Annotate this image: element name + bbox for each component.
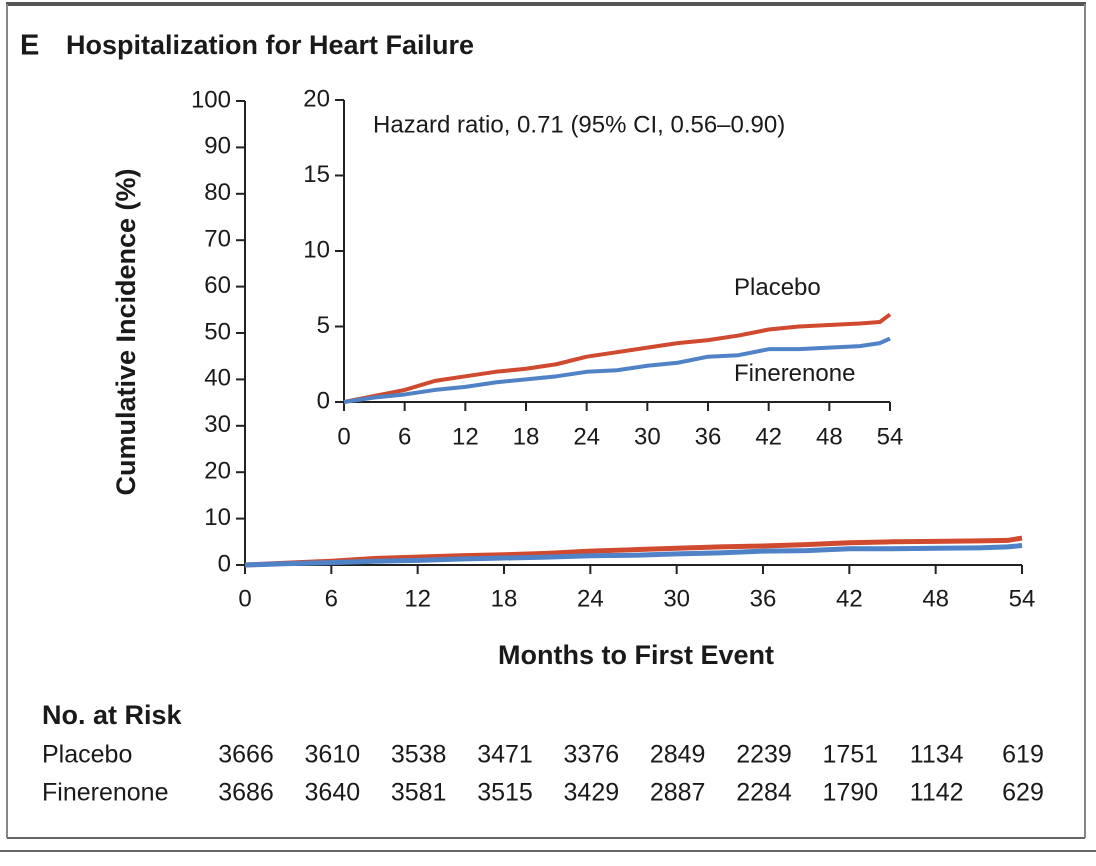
series-line <box>244 543 1023 568</box>
chart-title: Hospitalization for Heart Failure <box>66 30 474 60</box>
y-tick-label: 40 <box>204 365 231 392</box>
risk-row-label: Finerenone <box>42 779 168 807</box>
risk-value: 3429 <box>564 779 620 807</box>
annotation: Hazard ratio, 0.71 (95% CI, 0.56–0.90) <box>373 111 785 138</box>
y-tick-label: 10 <box>303 236 330 263</box>
risk-value: 1134 <box>910 741 964 769</box>
risk-value: 3686 <box>218 779 274 807</box>
risk-value: 629 <box>1002 779 1044 807</box>
y-tick-label: 10 <box>204 504 231 531</box>
x-tick-label: 30 <box>634 423 661 450</box>
x-axis-label: Months to First Event <box>498 640 774 670</box>
y-tick-label: 50 <box>204 318 231 345</box>
panel-label: E <box>20 30 39 62</box>
y-tick-label: 30 <box>204 411 231 438</box>
y-tick-label: 0 <box>317 387 330 414</box>
risk-value: 3515 <box>477 779 533 807</box>
risk-value: 1790 <box>823 779 879 807</box>
x-tick-label: 42 <box>755 423 782 450</box>
x-tick-label: 24 <box>577 585 604 612</box>
x-tick-label: 18 <box>491 585 518 612</box>
x-tick-label: 54 <box>877 423 904 450</box>
x-tick-label: 24 <box>573 423 600 450</box>
risk-row-label: Placebo <box>42 741 132 769</box>
risk-value: 2239 <box>736 741 792 769</box>
risk-title: No. at Risk <box>42 700 183 730</box>
series-line <box>343 336 891 404</box>
x-tick-label: 48 <box>816 423 843 450</box>
x-tick-label: 0 <box>238 585 251 612</box>
risk-value: 3581 <box>391 779 447 807</box>
x-tick-label: 0 <box>337 423 350 450</box>
y-axis-label: Cumulative Incidence (%) <box>111 168 141 495</box>
x-tick-label: 18 <box>513 423 540 450</box>
y-tick-label: 90 <box>204 133 231 160</box>
x-tick-label: 48 <box>922 585 949 612</box>
risk-value: 3666 <box>218 741 274 769</box>
x-tick-label: 12 <box>452 423 479 450</box>
y-tick-label: 70 <box>204 226 231 253</box>
x-tick-label: 36 <box>695 423 722 450</box>
x-tick-label: 30 <box>663 585 690 612</box>
risk-value: 1751 <box>823 741 879 769</box>
x-tick-label: 42 <box>836 585 863 612</box>
series-label: Placebo <box>734 274 821 301</box>
x-tick-label: 54 <box>1009 585 1036 612</box>
risk-value: 1142 <box>910 779 964 807</box>
risk-value: 3610 <box>305 741 361 769</box>
y-tick-label: 15 <box>303 161 330 188</box>
risk-value: 2284 <box>736 779 792 807</box>
y-tick-label: 5 <box>317 312 330 339</box>
series-line <box>244 535 1023 568</box>
risk-value: 619 <box>1002 741 1044 769</box>
y-tick-label: 0 <box>218 550 231 577</box>
x-tick-label: 36 <box>750 585 777 612</box>
risk-value: 2887 <box>650 779 706 807</box>
x-tick-label: 6 <box>325 585 338 612</box>
x-tick-label: 6 <box>398 423 411 450</box>
y-tick-label: 20 <box>204 458 231 485</box>
risk-value: 3471 <box>477 741 533 769</box>
y-tick-label: 20 <box>303 85 330 112</box>
risk-value: 3640 <box>305 779 361 807</box>
risk-value: 3538 <box>391 741 447 769</box>
x-tick-label: 12 <box>404 585 431 612</box>
risk-value: 2849 <box>650 741 706 769</box>
series-line <box>343 312 892 404</box>
risk-value: 3376 <box>564 741 620 769</box>
series-label: Finerenone <box>734 360 855 387</box>
y-tick-label: 80 <box>204 179 231 206</box>
y-tick-label: 60 <box>204 272 231 299</box>
y-tick-label: 100 <box>191 86 231 113</box>
